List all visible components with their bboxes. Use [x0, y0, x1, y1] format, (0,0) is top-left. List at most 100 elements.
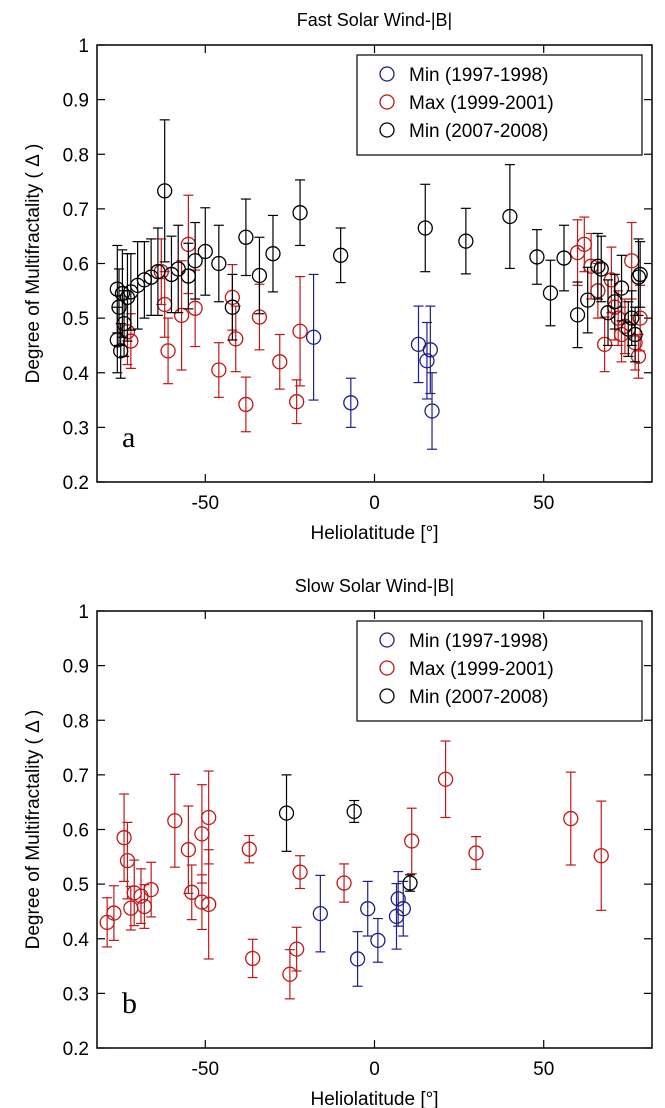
data-point	[238, 396, 254, 413]
series-0	[305, 273, 440, 450]
y-tick-label: 0.2	[63, 1039, 89, 1060]
data-point	[116, 830, 132, 846]
data-point	[563, 810, 579, 827]
x-tick-label: 0	[369, 1059, 380, 1080]
data-point	[289, 394, 305, 410]
data-point	[106, 905, 122, 921]
series-1	[99, 740, 609, 1000]
data-point	[228, 331, 244, 347]
data-point	[272, 354, 288, 370]
y-tick-label: 0.9	[63, 657, 89, 678]
y-tick-label: 0.4	[63, 930, 90, 951]
data-point	[360, 901, 376, 917]
data-point	[157, 183, 173, 199]
data-point	[569, 307, 586, 323]
data-point	[624, 310, 640, 326]
data-point	[580, 292, 596, 308]
data-point	[170, 261, 186, 277]
data-point	[143, 881, 159, 898]
chart-title: Fast Solar Wind-|B|	[297, 10, 452, 30]
data-point	[187, 253, 203, 269]
legend: Min (1997-1998) Max (1999-2001) Min (2007-…	[356, 54, 643, 156]
legend: Min (1997-1998) Max (1999-2001) Min (2007-…	[356, 620, 643, 722]
series-2	[109, 119, 648, 379]
legend-marker	[379, 660, 395, 676]
data-point	[390, 891, 406, 907]
data-point	[336, 875, 352, 891]
legend-marker	[379, 66, 395, 82]
legend-label: Max (1999-2001)	[409, 659, 554, 680]
legend-label: Max (1999-2001)	[409, 93, 554, 114]
data-point	[282, 966, 298, 982]
panel-label: a	[122, 421, 135, 454]
data-point	[167, 813, 183, 829]
x-tick-label: 50	[533, 493, 554, 514]
chart-panel-b: Slow Solar Wind-|B| 0.2 0.3 0.4 0.5 0.6 0.7 0.8…	[23, 576, 653, 1108]
data-point	[596, 336, 613, 352]
data-point	[241, 841, 257, 857]
data-point	[224, 299, 241, 315]
data-point	[395, 901, 411, 917]
data-point	[251, 267, 268, 284]
data-point	[437, 771, 454, 787]
data-point	[349, 951, 366, 967]
data-point	[201, 896, 217, 912]
legend-marker	[379, 632, 395, 648]
data-point	[417, 220, 433, 236]
data-point	[458, 233, 474, 249]
data-point	[542, 285, 559, 301]
y-tick-label: 0.6	[63, 821, 89, 842]
data-point	[343, 395, 359, 411]
y-tick-label: 0.4	[63, 364, 90, 385]
y-tick-label: 0.7	[63, 200, 89, 221]
y-tick-label: 0.3	[63, 984, 89, 1005]
data-point	[422, 342, 438, 358]
y-tick-label: 0.6	[63, 255, 89, 276]
data-point	[370, 932, 386, 949]
data-point	[238, 229, 254, 245]
series-0	[312, 870, 411, 987]
chart-title: Slow Solar Wind-|B|	[295, 576, 454, 596]
series-1	[119, 194, 648, 433]
data-point	[593, 261, 609, 277]
panel-label: b	[122, 987, 137, 1020]
data-point	[160, 343, 176, 359]
y-tick-label: 1	[78, 602, 89, 623]
y-tick-label: 0.5	[63, 875, 89, 896]
series-2	[278, 774, 418, 892]
y-tick-label: 0.7	[63, 766, 89, 787]
y-tick-label: 0.3	[63, 418, 89, 439]
data-point	[613, 280, 630, 296]
data-point	[211, 255, 227, 272]
data-point	[197, 243, 213, 260]
x-axis-label: Heliolatitude [°]	[311, 1089, 439, 1108]
data-point	[627, 326, 643, 343]
data-point	[346, 803, 362, 820]
y-tick-label: 0.5	[63, 309, 89, 330]
data-point	[468, 845, 484, 861]
y-tick-label: 0.2	[63, 473, 89, 494]
y-axis-label: Degree of Multifractality ( Δ )	[23, 144, 44, 384]
data-point	[173, 307, 190, 324]
data-point	[312, 905, 329, 922]
data-point	[180, 842, 197, 858]
data-point	[292, 864, 308, 880]
data-point	[632, 310, 648, 326]
legend-box	[356, 620, 643, 722]
data-point	[632, 266, 648, 283]
legend-marker	[379, 688, 395, 704]
legend-marker	[379, 122, 395, 138]
legend-marker	[379, 94, 395, 110]
data-point	[424, 403, 440, 419]
y-axis-label: Degree of Multifractality ( Δ )	[23, 710, 44, 950]
data-point	[211, 362, 227, 378]
data-point	[184, 884, 200, 900]
data-point	[113, 343, 129, 359]
legend-label: Min (2007-2008)	[409, 121, 548, 142]
y-tick-label: 0.9	[63, 91, 89, 112]
legend-label: Min (1997-1998)	[409, 631, 548, 652]
legend-label: Min (2007-2008)	[409, 687, 548, 708]
data-point	[419, 353, 435, 369]
y-tick-label: 1	[78, 36, 89, 57]
